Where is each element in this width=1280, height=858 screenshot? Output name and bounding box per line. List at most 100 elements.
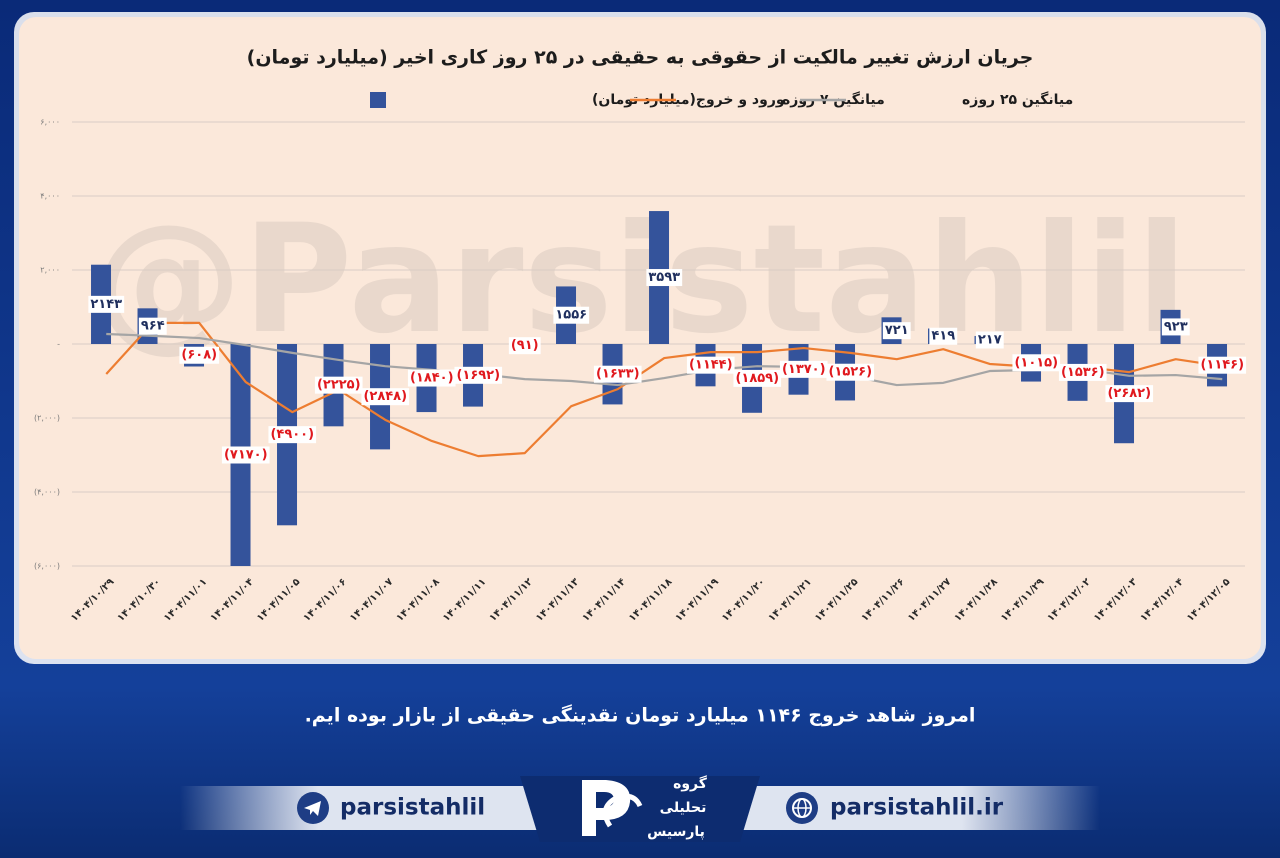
data-label-bg: [88, 295, 125, 313]
data-label-bg: [1105, 385, 1154, 403]
logo-text: پارسیس: [647, 824, 705, 840]
data-label-group: ۲۱۷: [975, 331, 1004, 349]
data-label: (۲۸۴۸): [363, 389, 407, 404]
data-label-group: (۱۶۳۳): [593, 365, 642, 383]
data-label-bg: [779, 360, 828, 378]
data-label: ۹۲۳: [1164, 319, 1188, 334]
data-label: (۲۶۸۲): [1107, 386, 1151, 401]
data-label: (۱۳۷۰): [782, 362, 826, 377]
data-label-bg: [1161, 318, 1190, 336]
data-label: (۱۵۲۶): [828, 365, 872, 380]
y-tick-label: ۲,۰۰۰: [40, 266, 60, 275]
data-label-bg: [975, 331, 1004, 349]
telegram-glyph: [304, 801, 321, 816]
data-label-group: (۶۰۸): [179, 346, 220, 364]
data-label: (۱۱۴۴): [689, 358, 733, 373]
data-label-bg: [826, 363, 875, 381]
data-label-bg: [1012, 354, 1061, 372]
data-label: (۶۰۸): [181, 348, 217, 363]
data-label-group: (۷۱۷۰): [221, 446, 270, 464]
data-label-bg: [882, 322, 911, 340]
data-label-bg: [1058, 363, 1107, 381]
data-label-group: (۱۱۴۶): [1198, 356, 1247, 374]
web-glyph: [797, 798, 807, 818]
data-label: (۱۵۳۶): [1061, 365, 1105, 380]
data-label-group: ۷۲۱: [882, 322, 911, 340]
data-label-group: (۱۵۲۶): [826, 363, 875, 381]
data-label: (۱۸۴۰): [410, 371, 454, 386]
data-label-bg: [929, 327, 958, 345]
data-label: ۹۶۴: [141, 319, 165, 334]
data-label: (۱۶۹۲): [456, 368, 500, 383]
logo-mark: [602, 793, 643, 828]
data-label: ۷۲۱: [885, 323, 909, 338]
data-label-bg: [454, 366, 503, 384]
data-label-bg: [1198, 356, 1247, 374]
data-label: (۹۱): [511, 338, 539, 353]
logo-bg: [520, 776, 760, 842]
data-label: ۲۱۴۳: [90, 297, 122, 312]
data-label-group: ۴۱۹: [929, 327, 958, 345]
data-label-bg: [268, 426, 317, 444]
data-label-group: (۱۸۴۰): [407, 369, 456, 387]
data-label-bg: [361, 388, 410, 406]
data-label-bg: [407, 369, 456, 387]
caption: امروز شاهد خروج ۱۱۴۶ میلیارد تومان نقدین…: [305, 704, 976, 727]
data-label: ۲۱۷: [978, 332, 1002, 347]
data-label: (۱۱۴۶): [1200, 358, 1244, 373]
data-label-bg: [553, 306, 590, 324]
data-label: (۷۱۷۰): [224, 448, 268, 463]
data-label-bg: [646, 269, 683, 287]
data-label-group: ۹۲۳: [1161, 318, 1190, 336]
data-label: (۱۸۵۹): [735, 371, 779, 386]
data-label-group: ۳۵۹۳: [646, 269, 683, 287]
panel: [19, 17, 1261, 659]
data-label-group: (۲۲۲۵): [314, 376, 363, 394]
y-tick-label: (۴,۰۰۰): [34, 488, 60, 497]
y-tick-label: ۶,۰۰۰: [40, 118, 60, 127]
data-label: ۱۵۵۶: [555, 308, 587, 323]
legend-label: میانگین ۲۵ روزه: [962, 91, 1073, 108]
legend-marker: [370, 92, 386, 108]
data-label-bg: [138, 317, 167, 335]
data-label-group: (۱۶۹۲): [454, 366, 503, 384]
watermark: @Parsistahlil: [92, 193, 1187, 367]
data-label: ۳۵۹۳: [648, 270, 680, 285]
label-layer: ۲۱۴۳ ۹۶۴ (۶۰۸) (۷۱۷۰)(۴۹۰۰) (۲۲۲۵)(۲۸۴۸)(۱۸۴…: [88, 269, 1247, 464]
data-label-bg: [686, 356, 735, 374]
data-label-group: (۹۱): [508, 337, 541, 355]
data-label-bg: [221, 446, 270, 464]
data-label-group: (۲۶۸۲): [1105, 385, 1154, 403]
y-tick-label: (۲,۰۰۰): [34, 414, 60, 423]
data-label-bg: [179, 346, 220, 364]
data-label-bg: [314, 376, 363, 394]
telegram-handle[interactable]: parsistahlil: [340, 795, 485, 821]
data-label: ۴۱۹: [931, 329, 955, 344]
data-label-group: ۱۵۵۶: [553, 306, 590, 324]
y-tick-label: -: [57, 340, 60, 349]
website[interactable]: parsistahlil.ir: [830, 795, 1004, 821]
chart-title: جریان ارزش تغییر مالکیت از حقوقی به حقیق…: [247, 47, 1034, 69]
legend-label: ورود و خروج(میلیارد تومان): [592, 92, 785, 108]
data-label-group: ۹۶۴: [138, 317, 167, 335]
data-label-bg: [593, 365, 642, 383]
data-label-group: (۲۸۴۸): [361, 388, 410, 406]
y-tick-label: ۴,۰۰۰: [40, 192, 60, 201]
data-label-group: (۱۰۱۵): [1012, 354, 1061, 372]
data-label-group: (۴۹۰۰): [268, 426, 317, 444]
y-tick-label: (۶,۰۰۰): [34, 562, 60, 571]
data-label-group: (۱۳۷۰): [779, 360, 828, 378]
data-label-group: (۱۵۳۶): [1058, 363, 1107, 381]
data-label: (۱۶۳۳): [596, 367, 640, 382]
data-label-bg: [508, 337, 541, 355]
data-label-group: (۱۱۴۴): [686, 356, 735, 374]
data-label-bg: [733, 369, 782, 387]
data-label: (۲۲۲۵): [317, 378, 361, 393]
logo-text: گروه: [673, 775, 708, 792]
logo-text: تحلیلی: [660, 800, 707, 816]
data-label-group: (۱۸۵۹): [733, 369, 782, 387]
data-label-group: ۲۱۴۳: [88, 295, 125, 313]
data-label: (۴۹۰۰): [270, 427, 314, 442]
